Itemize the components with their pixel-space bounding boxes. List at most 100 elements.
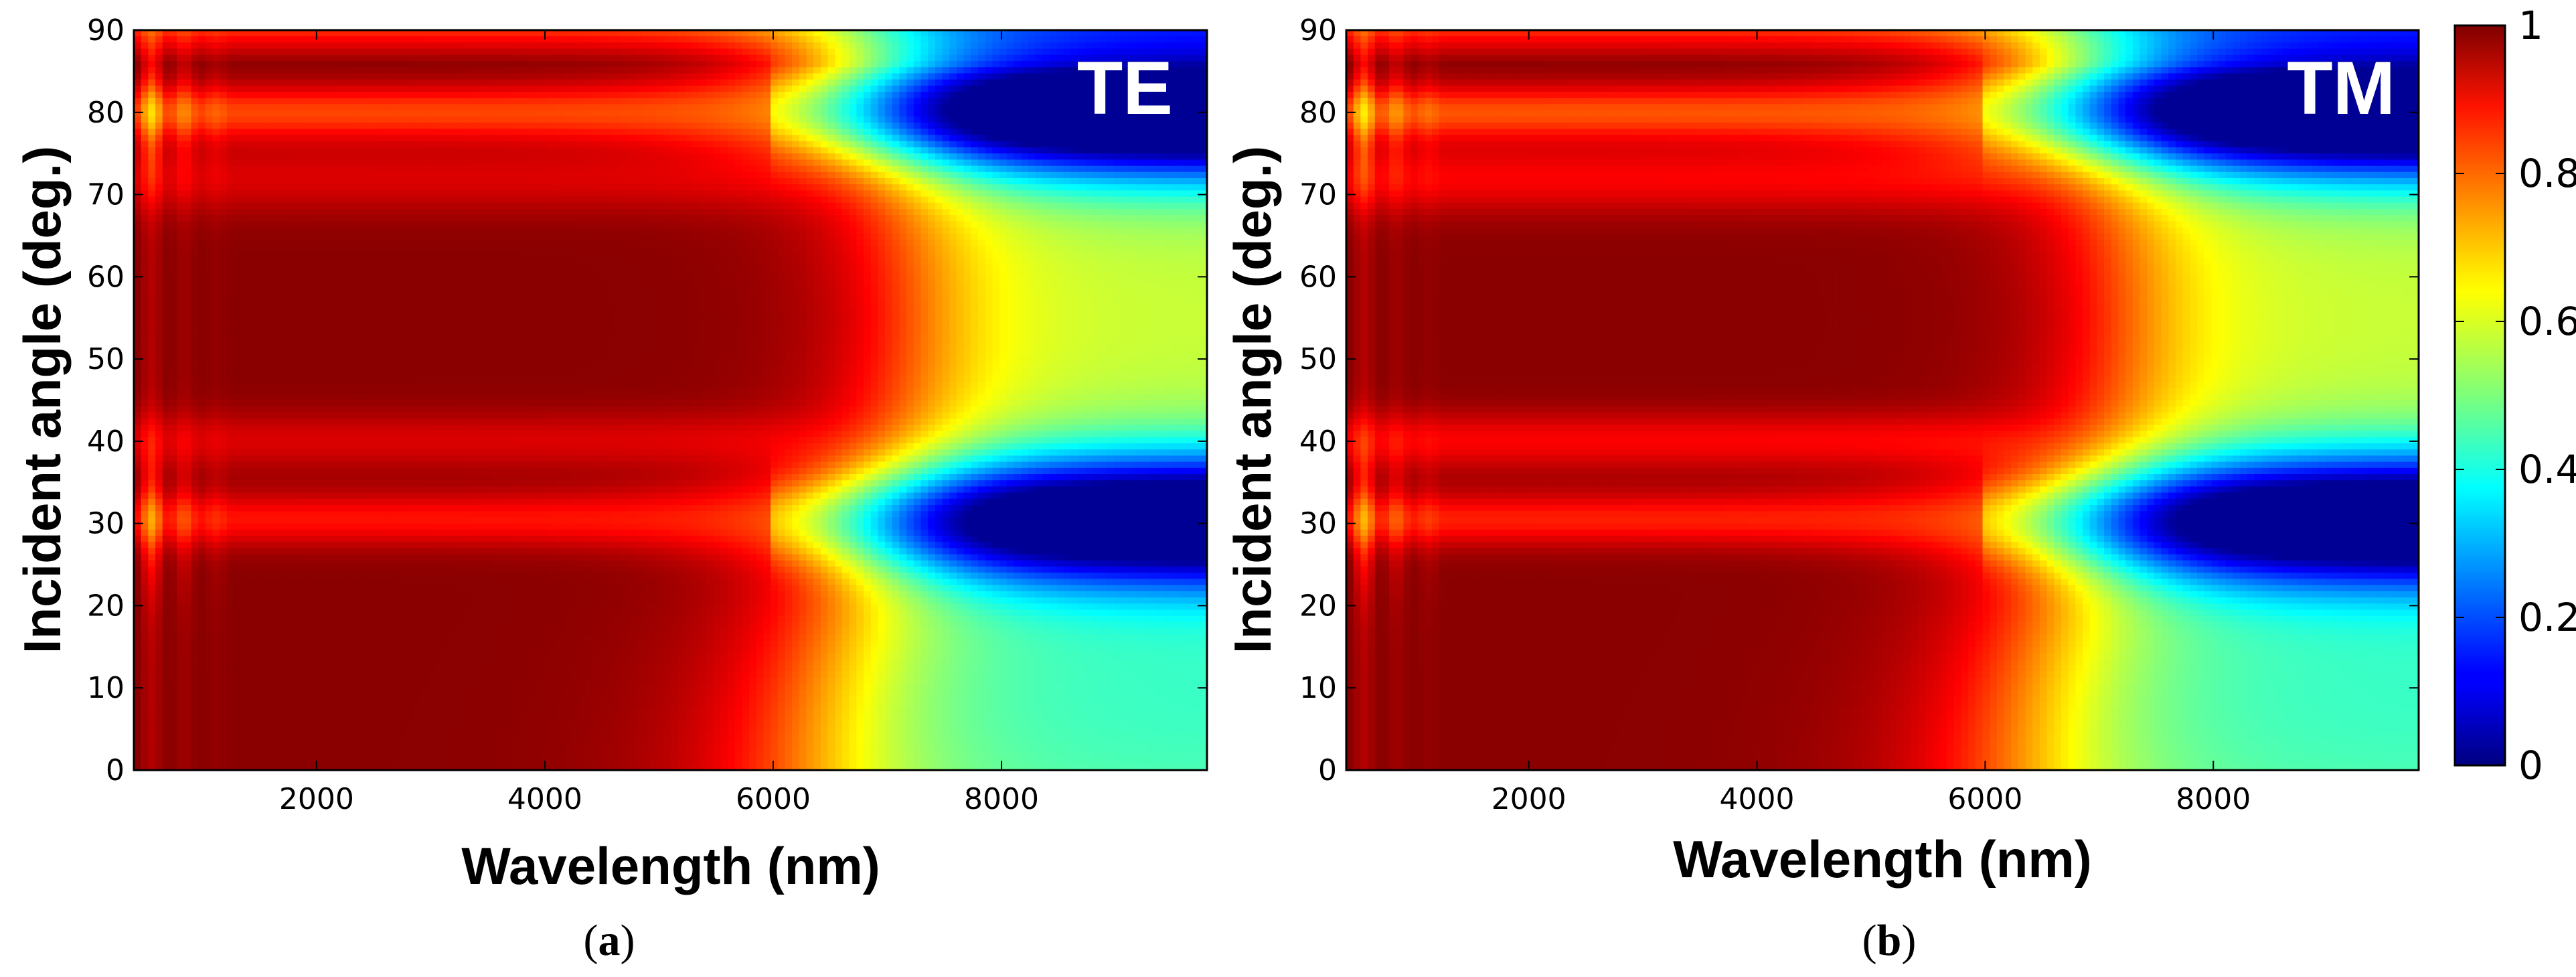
heatmap-cell xyxy=(864,129,871,135)
heatmap-cell xyxy=(599,221,607,228)
heatmap-cell xyxy=(227,92,234,98)
heatmap-cell xyxy=(141,172,149,179)
heatmap-cell xyxy=(248,147,256,154)
heatmap-cell xyxy=(549,110,556,117)
heatmap-cell xyxy=(327,234,335,240)
heatmap-cell xyxy=(957,67,964,74)
heatmap-cell xyxy=(685,61,692,68)
heatmap-cell xyxy=(885,30,892,37)
heatmap-cell xyxy=(513,123,520,129)
heatmap-cell xyxy=(1028,104,1036,111)
heatmap-cell xyxy=(807,123,814,129)
heatmap-cell xyxy=(1078,215,1086,222)
heatmap-cell xyxy=(906,36,914,43)
heatmap-cell xyxy=(1028,55,1036,62)
heatmap-cell xyxy=(270,42,277,49)
heatmap-cell xyxy=(256,147,263,154)
heatmap-cell xyxy=(1071,184,1078,191)
heatmap-cell xyxy=(270,36,277,43)
heatmap-cell xyxy=(234,135,242,142)
heatmap-cell xyxy=(821,98,828,104)
heatmap-cell xyxy=(277,221,285,228)
heatmap-cell xyxy=(957,117,964,123)
heatmap-cell xyxy=(442,86,449,92)
heatmap-cell xyxy=(1178,86,1186,92)
heatmap-cell xyxy=(549,135,556,142)
heatmap-cell xyxy=(957,197,964,204)
heatmap-cell xyxy=(592,172,599,179)
heatmap-cell xyxy=(642,92,649,98)
heatmap-cell xyxy=(148,80,155,86)
heatmap-cell xyxy=(999,86,1007,92)
heatmap-cell xyxy=(856,215,864,222)
heatmap-cell xyxy=(899,215,906,222)
heatmap-cell xyxy=(864,159,871,166)
heatmap-cell xyxy=(1186,172,1193,179)
heatmap-cell xyxy=(599,117,607,123)
heatmap-cell xyxy=(621,73,628,80)
heatmap-cell xyxy=(1050,117,1057,123)
heatmap-cell xyxy=(835,209,842,216)
heatmap-cell xyxy=(985,159,993,166)
heatmap-cell xyxy=(392,86,399,92)
heatmap-cell xyxy=(434,92,442,98)
heatmap-cell xyxy=(649,92,656,98)
heatmap-cell xyxy=(771,30,778,37)
heatmap-cell xyxy=(420,92,427,98)
heatmap-cell xyxy=(355,92,363,98)
heatmap-cell xyxy=(871,61,878,68)
heatmap-cell xyxy=(184,61,191,68)
heatmap-cell xyxy=(191,55,198,62)
heatmap-cell xyxy=(1164,147,1172,154)
heatmap-cell xyxy=(206,153,213,160)
heatmap-cell xyxy=(928,141,935,148)
heatmap-cell xyxy=(592,67,599,74)
heatmap-cell xyxy=(714,184,721,191)
heatmap-cell xyxy=(999,42,1007,49)
heatmap-cell xyxy=(520,172,528,179)
heatmap-cell xyxy=(742,178,749,185)
heatmap-cell xyxy=(449,203,456,210)
heatmap-cell xyxy=(334,159,341,166)
heatmap-cell xyxy=(349,184,356,191)
heatmap-cell xyxy=(842,178,850,185)
heatmap-cell xyxy=(1186,141,1193,148)
heatmap-cell xyxy=(1114,30,1121,37)
heatmap-cell xyxy=(398,184,406,191)
heatmap-cell xyxy=(355,135,363,142)
heatmap-cell xyxy=(163,86,170,92)
heatmap-cell xyxy=(334,135,341,142)
heatmap-cell xyxy=(813,209,821,216)
heatmap-cell xyxy=(506,172,513,179)
heatmap-cell xyxy=(592,49,599,56)
heatmap-cell xyxy=(406,135,413,142)
heatmap-cell xyxy=(906,190,914,197)
heatmap-cell xyxy=(256,184,263,191)
heatmap-cell xyxy=(270,98,277,104)
heatmap-cell xyxy=(234,178,242,185)
heatmap-cell xyxy=(305,67,313,74)
heatmap-cell xyxy=(685,147,692,154)
heatmap-cell xyxy=(584,36,592,43)
heatmap-cell xyxy=(1050,184,1057,191)
heatmap-cell xyxy=(842,203,850,210)
heatmap-cell xyxy=(1150,36,1157,43)
heatmap-cell xyxy=(813,104,821,111)
heatmap-cell xyxy=(599,49,607,56)
heatmap-cell xyxy=(334,86,341,92)
heatmap-cell xyxy=(270,80,277,86)
heatmap-cell xyxy=(928,117,935,123)
heatmap-cell xyxy=(542,129,549,135)
heatmap-cell xyxy=(1107,178,1114,185)
heatmap-cell xyxy=(850,104,857,111)
heatmap-cell xyxy=(1064,86,1071,92)
heatmap-cell xyxy=(256,104,263,111)
heatmap-cell xyxy=(234,80,242,86)
heatmap-cell xyxy=(835,141,842,148)
heatmap-cell xyxy=(520,30,528,37)
heatmap-cell xyxy=(928,135,935,142)
heatmap-cell xyxy=(184,36,191,43)
heatmap-cell xyxy=(706,42,714,49)
heatmap-cell xyxy=(463,135,471,142)
heatmap-cell xyxy=(692,209,700,216)
